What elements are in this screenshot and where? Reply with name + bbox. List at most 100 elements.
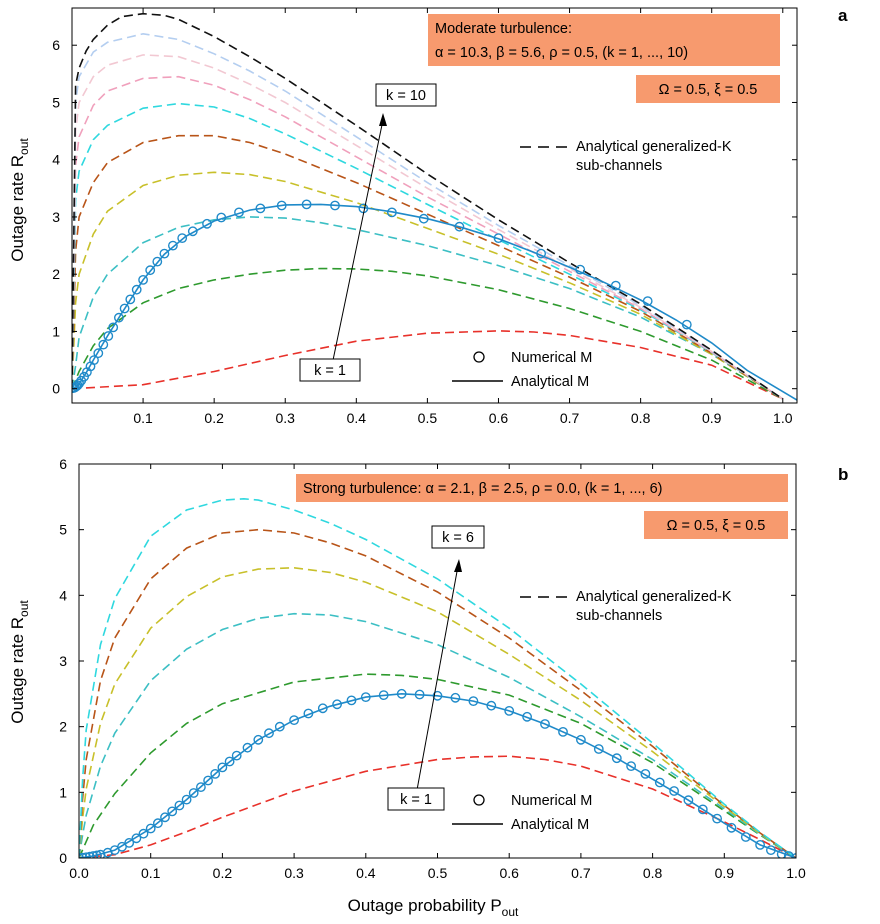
panel-b-numerical-m-point [783, 851, 794, 858]
panel-b-x-tick-label: 0.3 [284, 865, 304, 881]
panel-a-numerical-m-point [167, 240, 178, 251]
panel-b-numerical-m-point [124, 838, 135, 848]
panel-a-k-high-tag: k = 10 [375, 83, 437, 107]
panel-b-x-tick-label: 0.7 [571, 865, 591, 881]
panel-a-k-low-tag: k = 1 [299, 358, 361, 382]
panel-a-params-box-bg [428, 14, 780, 66]
panel-a-numerical-m-point [119, 303, 130, 314]
panel-b-subchannel-curve-k6 [79, 497, 796, 858]
panel-b-x-tick-label: 0.1 [141, 865, 161, 881]
panel-a-numerical-m-point [108, 322, 119, 333]
panel-b-numerical-m-point [626, 761, 636, 771]
panel-b-numerical-m-point [697, 804, 708, 815]
panel-b-numerical-m-point [414, 689, 425, 700]
panel-b-x-tick-label: 0.8 [643, 865, 663, 881]
panel-a-numerical-m-point [330, 200, 340, 211]
panel-b-numerical-m-point [726, 822, 737, 833]
panel-b-axes: 0.0 0.1 0.2 0.3 0.4 0.5 0.6 0.7 0.8 0.9 1.0 0 1 2 3 4 5 6 [59, 456, 806, 881]
panel-b-numerical-m-point [210, 769, 221, 779]
panel-b-y-tick-label: 6 [59, 456, 67, 472]
panel-b-numerical-m-point [145, 823, 156, 834]
panel-a-legend-numerical-label: Numerical M [511, 350, 592, 366]
panel-b-k-high-tag: k = 6 [431, 525, 485, 549]
panel-b-numerical-m-point [360, 692, 371, 702]
panel-b-numerical-m-point [776, 849, 787, 858]
panel-a-x-tick-label: 0.8 [631, 410, 651, 426]
panel-a-numerical-m-point [575, 264, 586, 275]
panel-a-subchannel-curve-k4 [72, 171, 784, 400]
panel-b-y-axis-label: Outage rate R [8, 617, 27, 724]
panel-a-subchannel-curve-k9 [72, 32, 784, 400]
panel-a-x-tick-label: 0.2 [204, 410, 224, 426]
panel-a-numerical-m-point [681, 319, 692, 330]
panel-b-x-tick-label: 0.5 [428, 865, 448, 881]
panel-a-subchannel-curve-k2 [72, 267, 784, 400]
panel-a-y-tick-label: 2 [52, 266, 60, 282]
panel-b-params-line-1: Strong turbulence: α = 2.1, β = 2.5, ρ =… [303, 481, 662, 497]
panel-a-arrow-line [331, 119, 384, 366]
panel-b-numerical-m-point [274, 721, 285, 732]
panel-a-legend-dashed-label-2: sub-channels [576, 158, 662, 174]
panel-b-numerical-m-point [188, 788, 199, 798]
panel-a-x-tick-label: 0.3 [276, 410, 296, 426]
panel-b-k-low-label: k = 1 [400, 792, 432, 808]
panel-a-x-tick-label: 1.0 [773, 410, 793, 426]
panel-a-omega-text: Ω = 0.5, ξ = 0.5 [659, 82, 758, 98]
panel-b-numerical-m-point [504, 706, 515, 716]
panel-b-k-high-label: k = 6 [442, 530, 474, 546]
panel-b-legend-analytical: Analytical M [452, 817, 589, 833]
panel-a-numerical-m-point [187, 226, 198, 237]
panel-a-legend-dashed-label-1: Analytical generalized-K [576, 139, 732, 155]
panel-b-y-tick-label: 2 [59, 719, 67, 735]
panel-b-legend-dashed: Analytical generalized-K sub-channels [520, 589, 732, 624]
panel-a-curves [72, 12, 797, 401]
panel-a-k-low-label: k = 1 [314, 363, 346, 379]
panel-a-numerical-m-point [454, 221, 465, 232]
panel-a-omega-box: Ω = 0.5, ξ = 0.5 [636, 75, 780, 103]
panel-b-numerical-m-point [317, 703, 328, 714]
panel-b-legend-dashed-label-1: Analytical generalized-K [576, 589, 732, 605]
panel-b-numerical-m-point [540, 719, 550, 729]
panel-a-numerical-m-point [125, 294, 136, 305]
panel-b-numerical-m-point [755, 840, 765, 850]
panel-a-numerical-m-point [276, 200, 287, 211]
panel-b-params-box-bg [296, 474, 788, 502]
panel-a-subchannel-curve-k8 [72, 54, 784, 400]
panel-a-params-line-2: α = 10.3, β = 5.6, ρ = 0.5, (k = 1, ...,… [435, 45, 688, 61]
panel-a-numerical-m-point [301, 199, 312, 210]
panel-b-x-tick-label: 0.4 [356, 865, 376, 881]
panel-b-numerical-m-point [558, 727, 568, 737]
panel-b-numerical-m-point [740, 832, 751, 842]
panel-b-numerical-m-point [593, 744, 604, 754]
panel-b-letter: b [838, 465, 848, 484]
panel-b-numerical-m-point [378, 690, 389, 700]
panel-b-numerical-m-point [195, 782, 206, 792]
panel-a-plot-frame [71, 7, 798, 404]
panel-a-arrow-head [379, 113, 387, 126]
panel-a-y-tick-label: 5 [52, 94, 60, 110]
panel-b-numerical-m-point [174, 800, 185, 811]
panel-a-y-axis-label: Outage rate R [8, 155, 27, 262]
panel-b-numerical-m-point [396, 688, 407, 699]
panel-a-subchannel-curve-k7 [72, 75, 784, 400]
panel-b-curves [79, 497, 796, 858]
panel-b-numerical-m-point [181, 794, 192, 805]
panel-b-numerical-m-point [160, 812, 170, 823]
panel-b-legend-analytical-label: Analytical M [511, 817, 589, 833]
svg-text:Outage rate Rout: Outage rate Rout [8, 600, 31, 724]
panel-b-x-tick-label: 0.6 [499, 865, 519, 881]
panel-b-subchannel-curve-k3 [79, 612, 796, 858]
panel-a-numerical-m-point [103, 331, 114, 341]
panel-a-k-high-box [375, 83, 437, 107]
panel-b-numerical-m-point [81, 852, 92, 858]
panel-b-y-tick-label: 3 [59, 653, 67, 669]
panel-a-y-axis-title: Outage rate Rout [8, 138, 31, 262]
panel-a-x-tick-label: 0.4 [347, 410, 367, 426]
panel-b-y-axis-title: Outage rate Rout [8, 600, 31, 724]
panel-a-omega-box-bg [636, 75, 780, 103]
panel-a-numerical-m-point [386, 207, 397, 218]
panel-b-numerical-m-point [332, 699, 342, 710]
panel-b-numerical-m-point [289, 715, 299, 725]
panel-a-y-tick-label: 4 [52, 152, 60, 168]
